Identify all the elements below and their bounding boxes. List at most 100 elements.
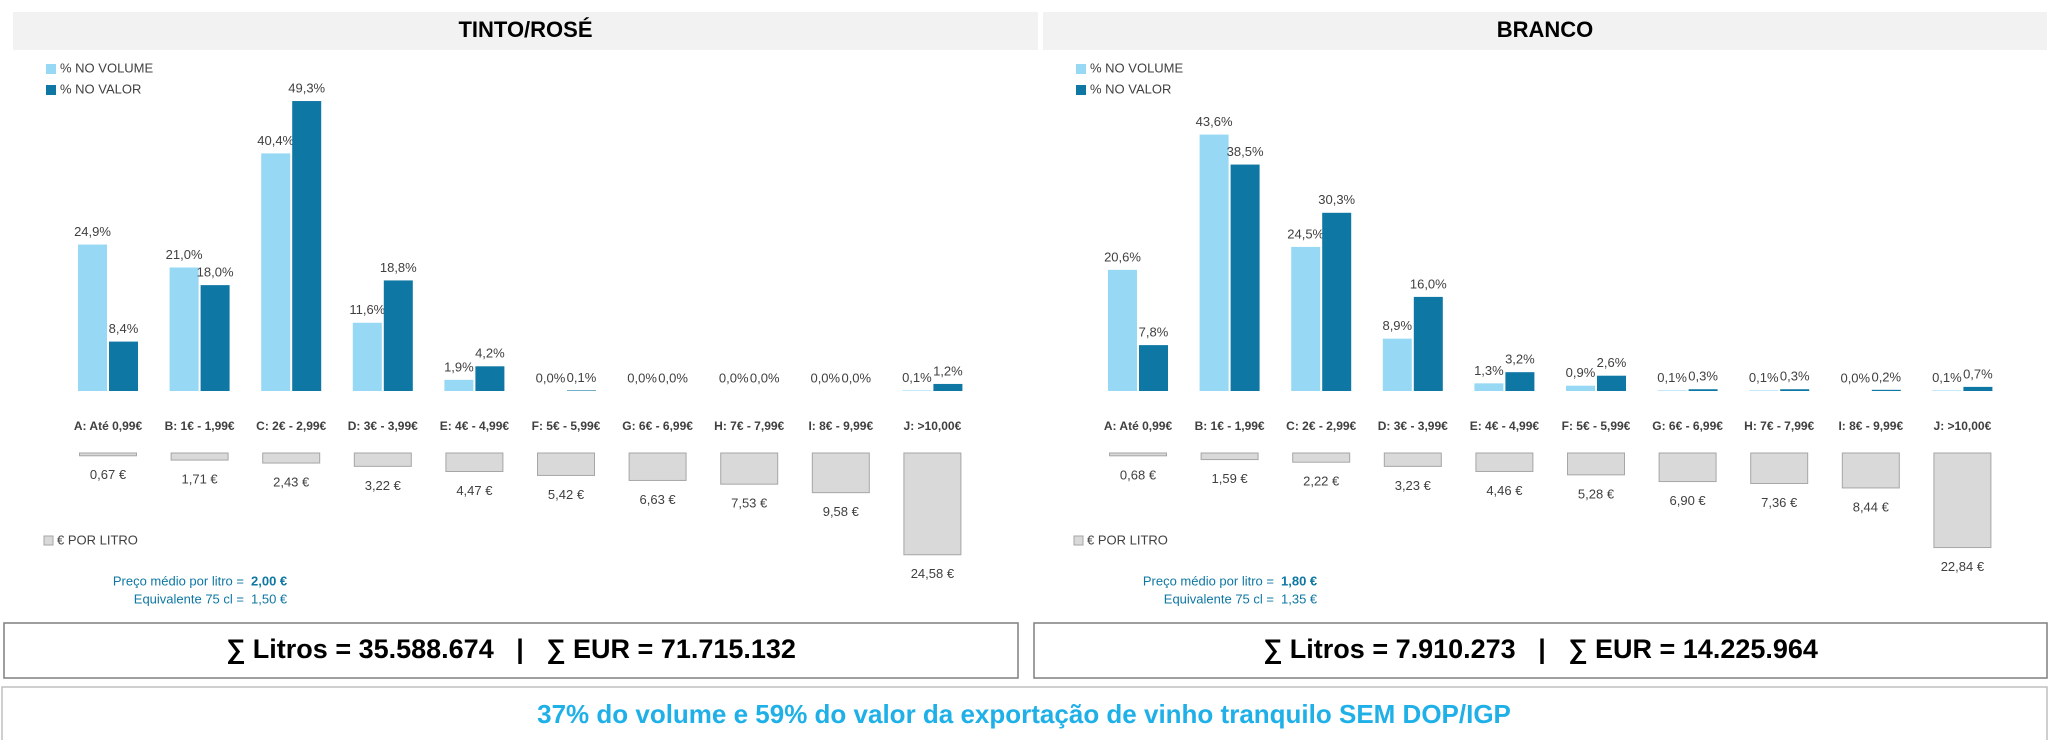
category-label: C: 2€ - 2,99€ bbox=[1286, 419, 1356, 433]
price-bar bbox=[1933, 452, 1992, 549]
data-label: 8,4% bbox=[109, 321, 139, 336]
data-label: 1,9% bbox=[444, 359, 474, 374]
price-bar bbox=[1383, 452, 1442, 467]
equiv-label: Equivalente 75 cl = bbox=[134, 591, 244, 606]
equiv: 1,35 € bbox=[1281, 591, 1318, 606]
bar bbox=[1871, 389, 1901, 391]
price-label: 24,58 € bbox=[911, 566, 955, 581]
legend-swatch bbox=[46, 85, 56, 95]
legend-label: % NO VOLUME bbox=[1090, 60, 1184, 75]
bar bbox=[1963, 386, 1993, 391]
data-label: 0,1% bbox=[1749, 370, 1779, 385]
price-bar bbox=[1750, 452, 1809, 484]
data-label: 21,0% bbox=[166, 247, 203, 262]
data-label: 8,9% bbox=[1382, 318, 1412, 333]
price-bar bbox=[1292, 452, 1351, 463]
bar bbox=[383, 280, 413, 391]
data-label: 24,9% bbox=[74, 224, 111, 239]
data-label: 0,0% bbox=[658, 370, 688, 385]
price-label: 1,59 € bbox=[1212, 471, 1249, 486]
legend-label: % NO VALOR bbox=[60, 81, 141, 96]
data-label: 18,0% bbox=[197, 265, 234, 280]
data-label: 0,0% bbox=[1840, 370, 1870, 385]
data-label: 0,1% bbox=[1932, 370, 1962, 385]
bar bbox=[902, 390, 932, 391]
price-bar bbox=[628, 452, 687, 481]
price-bar bbox=[1109, 452, 1167, 457]
category-label: A: Até 0,99€ bbox=[1104, 419, 1173, 433]
category-label: F: 5€ - 5,99€ bbox=[1562, 419, 1631, 433]
data-label: 0,2% bbox=[1871, 369, 1901, 384]
avg-price-label: Preço médio por litro = bbox=[113, 573, 244, 588]
bar bbox=[1566, 385, 1595, 391]
data-label: 0,3% bbox=[1780, 369, 1810, 384]
bar bbox=[292, 101, 322, 391]
chart-title: BRANCO bbox=[1497, 17, 1594, 42]
category-label: J: >10,00€ bbox=[904, 419, 962, 433]
category-label: G: 6€ - 6,99€ bbox=[1652, 419, 1723, 433]
bar bbox=[1780, 389, 1810, 391]
footer-box bbox=[1, 686, 2048, 740]
totals: ∑ Litros = 35.588.674 | ∑ EUR = 71.715.1… bbox=[226, 634, 796, 664]
legend-swatch bbox=[1076, 64, 1086, 74]
data-label: 43,6% bbox=[1196, 114, 1233, 129]
bar bbox=[444, 379, 474, 391]
price-bar bbox=[811, 452, 870, 494]
avg-price-label: Preço médio por litro = bbox=[1143, 573, 1274, 588]
data-label: 7,8% bbox=[1139, 325, 1169, 340]
price-label: 6,90 € bbox=[1670, 493, 1707, 508]
avg-price: 1,80 € bbox=[1281, 573, 1317, 588]
price-label: 0,67 € bbox=[90, 467, 127, 482]
legend-swatch bbox=[43, 535, 54, 546]
totals-box bbox=[3, 622, 1019, 679]
data-label: 18,8% bbox=[380, 260, 417, 275]
bar bbox=[1230, 164, 1260, 391]
price-label: 9,58 € bbox=[823, 504, 860, 519]
category-label: H: 7€ - 7,99€ bbox=[714, 419, 784, 433]
category-label: E: 4€ - 4,99€ bbox=[440, 419, 510, 433]
category-label: G: 6€ - 6,99€ bbox=[622, 419, 693, 433]
price-bar bbox=[1200, 452, 1259, 461]
totals: ∑ Litros = 7.910.273 | ∑ EUR = 14.225.96… bbox=[1263, 634, 1818, 664]
price-label: 4,46 € bbox=[1486, 483, 1523, 498]
data-label: 0,1% bbox=[1657, 370, 1687, 385]
bar bbox=[1322, 212, 1352, 391]
data-label: 0,1% bbox=[902, 370, 932, 385]
chart-title: TINTO/ROSÉ bbox=[458, 17, 592, 42]
price-bar bbox=[262, 452, 321, 464]
price-label: 3,23 € bbox=[1395, 478, 1432, 493]
category-label: B: 1€ - 1,99€ bbox=[165, 419, 235, 433]
price-label: 6,63 € bbox=[640, 492, 677, 507]
data-label: 0,0% bbox=[750, 370, 780, 385]
data-label: 11,6% bbox=[349, 302, 385, 317]
category-label: D: 3€ - 3,99€ bbox=[1378, 419, 1448, 433]
data-label: 30,3% bbox=[1318, 192, 1355, 207]
bar bbox=[1597, 375, 1626, 391]
legend-label: € POR LITRO bbox=[1087, 532, 1168, 547]
category-label: E: 4€ - 4,99€ bbox=[1470, 419, 1540, 433]
bar bbox=[567, 390, 596, 391]
data-label: 16,0% bbox=[1410, 276, 1447, 291]
legend-swatch bbox=[1073, 535, 1084, 546]
price-label: 4,47 € bbox=[456, 483, 493, 498]
bar bbox=[1413, 296, 1443, 391]
price-label: 7,53 € bbox=[731, 496, 768, 511]
data-label: 0,0% bbox=[841, 370, 871, 385]
data-label: 0,0% bbox=[810, 370, 840, 385]
data-label: 0,0% bbox=[627, 370, 657, 385]
bar bbox=[200, 285, 230, 391]
bar bbox=[1505, 372, 1535, 391]
totals-box bbox=[1033, 622, 2048, 679]
price-bar bbox=[1658, 452, 1717, 483]
category-label: I: 8€ - 9,99€ bbox=[1838, 419, 1903, 433]
price-bar bbox=[170, 452, 229, 461]
bar bbox=[1108, 269, 1137, 391]
data-label: 0,0% bbox=[536, 370, 566, 385]
legend-swatch bbox=[46, 64, 56, 74]
category-label: D: 3€ - 3,99€ bbox=[348, 419, 418, 433]
price-label: 8,44 € bbox=[1853, 499, 1890, 514]
price-bar bbox=[1567, 452, 1625, 476]
data-label: 0,3% bbox=[1688, 369, 1718, 384]
bar bbox=[1657, 390, 1687, 391]
